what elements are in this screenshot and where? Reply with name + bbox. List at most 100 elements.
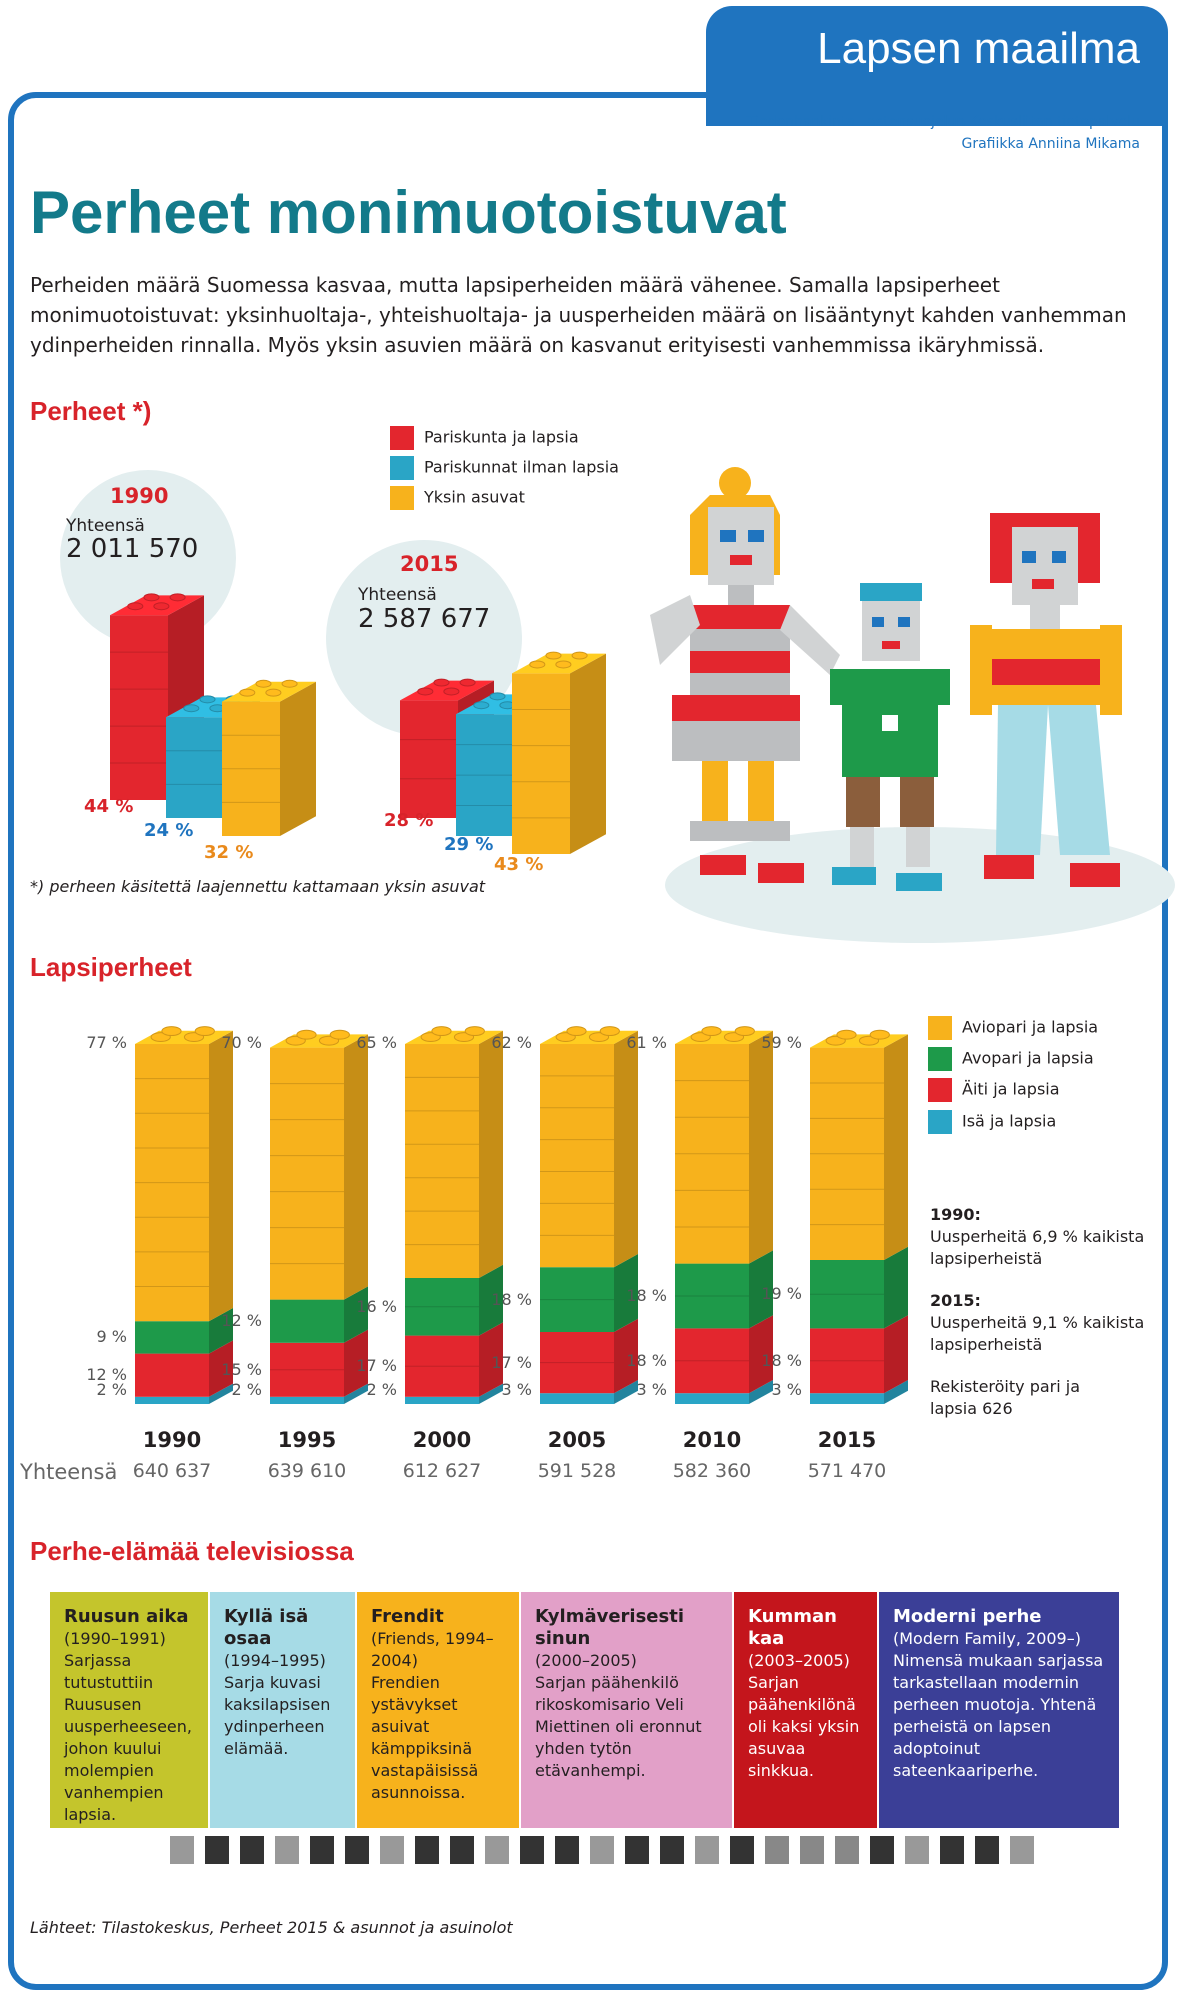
year-1990-label: 1990 — [110, 484, 169, 508]
stack-1990-stud — [161, 1026, 182, 1037]
perheet-brick-2015-0-stud — [433, 678, 450, 687]
stack-1990-front — [135, 1396, 209, 1404]
section-heading-tv: Perhe-elämää televisiossa — [30, 1536, 354, 1566]
legend-label: Aviopari ja lapsia — [962, 1017, 1099, 1037]
legend-label: Äiti ja lapsia — [962, 1079, 1060, 1099]
year-label-2015: 2015 — [817, 1428, 877, 1452]
header-tab — [706, 6, 1168, 110]
perheet-brick-1990-2-stud — [265, 688, 282, 697]
stack-2000-front — [405, 1044, 479, 1278]
tv-show-title: Ruusun aika — [64, 1606, 189, 1627]
perheet-brick-1990-2-stud — [281, 679, 298, 688]
timeline-segment — [170, 1836, 194, 1864]
tv-show-years: (1994–1995) — [224, 1651, 326, 1670]
stack-2000-side — [479, 1383, 503, 1404]
pct-1990-yksin: 32 % — [204, 842, 254, 863]
pct-2015-pariskunta: 28 % — [384, 810, 434, 831]
total-label-1990: Yhteensä — [66, 516, 145, 536]
page-title: Perheet monimuotoistuvat — [30, 179, 787, 246]
note-1990-body: Uusperheitä 6,9 % kaikista lapsiperheist… — [930, 1227, 1145, 1268]
timeline-segment — [520, 1836, 544, 1864]
timeline-bar — [170, 1836, 1034, 1864]
pct-aiti-2005: 17 % — [491, 1352, 532, 1372]
lapsiperheet-bar-chart — [135, 1026, 908, 1404]
tv-show-card: Kylmäverisesti sinun (2000–2005) Sarjan pä… — [521, 1592, 732, 1828]
stack-2015-side — [884, 1034, 908, 1260]
tv-show-description: Frendien ystävykset asuivat kämppiksinä … — [371, 1673, 479, 1802]
note-2015-heading: 2015: — [930, 1291, 981, 1310]
tv-show-years: (2003–2005) — [748, 1651, 850, 1670]
pct-2015-yksin: 43 % — [494, 854, 544, 875]
timeline-segment — [205, 1836, 229, 1864]
tv-show-card: Kumman kaa (2003–2005) Sarjan päähenkilönä… — [734, 1592, 877, 1828]
perheet-brick-1990-2-stud — [239, 688, 256, 697]
stack-1995-stud — [329, 1029, 350, 1040]
pct-aviopari-2005: 62 % — [491, 1032, 532, 1052]
timeline-segment — [730, 1836, 754, 1864]
stack-2000-front — [405, 1396, 479, 1404]
stack-1990-stud — [194, 1026, 215, 1037]
total-value-2015: 571 470 — [807, 1460, 887, 1482]
header-tab-title: Lapsen maailma — [817, 24, 1140, 73]
intro-paragraph: Perheiden määrä Suomessa kasvaa, mutta l… — [30, 273, 1127, 357]
stack-2005-stud — [599, 1026, 620, 1037]
pct-aviopari-2015: 59 % — [761, 1032, 802, 1052]
legend-aiti: Äiti ja lapsia — [928, 1078, 1060, 1102]
stack-1995-stud — [296, 1029, 317, 1040]
note-2015-body: Uusperheitä 9,1 % kaikista lapsiperheist… — [930, 1313, 1145, 1354]
pct-isa-2010: 3 % — [636, 1380, 667, 1399]
tv-show-description: Nimensä mukaan sarjassa tarkastellaan mo… — [893, 1651, 1104, 1780]
stack-2015-side — [884, 1246, 908, 1329]
pct-aiti-2015: 18 % — [761, 1350, 802, 1370]
tv-show-description: Sarjan päähenkilö rikoskomisario Veli Mi… — [535, 1673, 702, 1780]
pct-aiti-1995: 15 % — [221, 1359, 262, 1379]
legend-label: Isä ja lapsia — [962, 1111, 1057, 1131]
perheet-brick-2015-1-stud — [473, 701, 490, 710]
stack-2010-side — [749, 1380, 773, 1404]
perheet-brick-1990-1-stud — [183, 704, 200, 713]
pct-aviopari-1990: 77 % — [86, 1032, 127, 1052]
section-heading-lapsiperheet: Lapsiperheet — [30, 952, 192, 982]
stack-1995-front — [270, 1047, 344, 1300]
stack-1995-side — [344, 1383, 368, 1404]
perheet-brick-2015-2-stud — [545, 651, 562, 660]
stack-2010-side — [749, 1250, 773, 1329]
timeline-segment — [625, 1836, 649, 1864]
legend-avopari: Avopari ja lapsia — [928, 1047, 1094, 1071]
year-label-2000: 2000 — [412, 1428, 472, 1452]
note-rekisteroity: Rekisteröity pari ja lapsia 626 — [930, 1377, 1081, 1418]
tv-show-title: Frendit — [371, 1606, 444, 1627]
perheet-brick-2015-0-stud — [417, 687, 434, 696]
legend-swatch — [928, 1078, 952, 1102]
stack-2000-side — [479, 1322, 503, 1397]
pct-avopari-2000: 16 % — [356, 1296, 397, 1316]
legend-swatch — [390, 456, 414, 480]
note-1990-heading: 1990: — [930, 1205, 981, 1224]
pct-2015-ilman-lapsia: 29 % — [444, 834, 494, 855]
legend-swatch — [390, 486, 414, 510]
stack-2000-side — [479, 1264, 503, 1336]
tv-show-card: Kyllä isä osaa (1994–1995) Sarja kuvasi ka… — [210, 1592, 355, 1828]
credit-line-1: Tiedonhankinta Lastensuojelun Keskusliit… — [747, 114, 1140, 130]
legend-pariskunta-ja-lapsia: Pariskunta ja lapsia — [390, 426, 579, 450]
pct-aiti-2010: 18 % — [626, 1350, 667, 1370]
perheet-brick-2015-2-front — [512, 673, 570, 854]
lego-figures-illustration — [650, 467, 1175, 943]
stack-1995-side — [344, 1286, 368, 1343]
perheet-brick-1990-0-stud — [127, 602, 144, 611]
legend-label: Pariskunta ja lapsia — [424, 427, 579, 447]
tv-show-title: Kylmäverisesti sinun — [535, 1606, 685, 1649]
source-note: Lähteet: Tilastokeskus, Perheet 2015 & a… — [30, 1918, 513, 1937]
tv-show-years: (Friends, 1994–2004) — [371, 1629, 494, 1670]
tv-show-card: Moderni perhe (Modern Family, 2009–) Nimen… — [879, 1592, 1119, 1828]
credit-line-2: Grafiikka Anniina Mikama — [961, 136, 1140, 152]
stack-2000-side — [479, 1030, 503, 1278]
stack-1995-side — [344, 1329, 368, 1397]
timeline-segment — [450, 1836, 474, 1864]
stack-1990-side — [209, 1340, 233, 1397]
timeline-segment — [870, 1836, 894, 1864]
total-value-2015: 2 587 677 — [358, 604, 491, 634]
tv-show-title: Moderni perhe — [893, 1606, 1042, 1627]
pct-aviopari-2010: 61 % — [626, 1032, 667, 1052]
stack-2010-stud — [734, 1026, 755, 1037]
